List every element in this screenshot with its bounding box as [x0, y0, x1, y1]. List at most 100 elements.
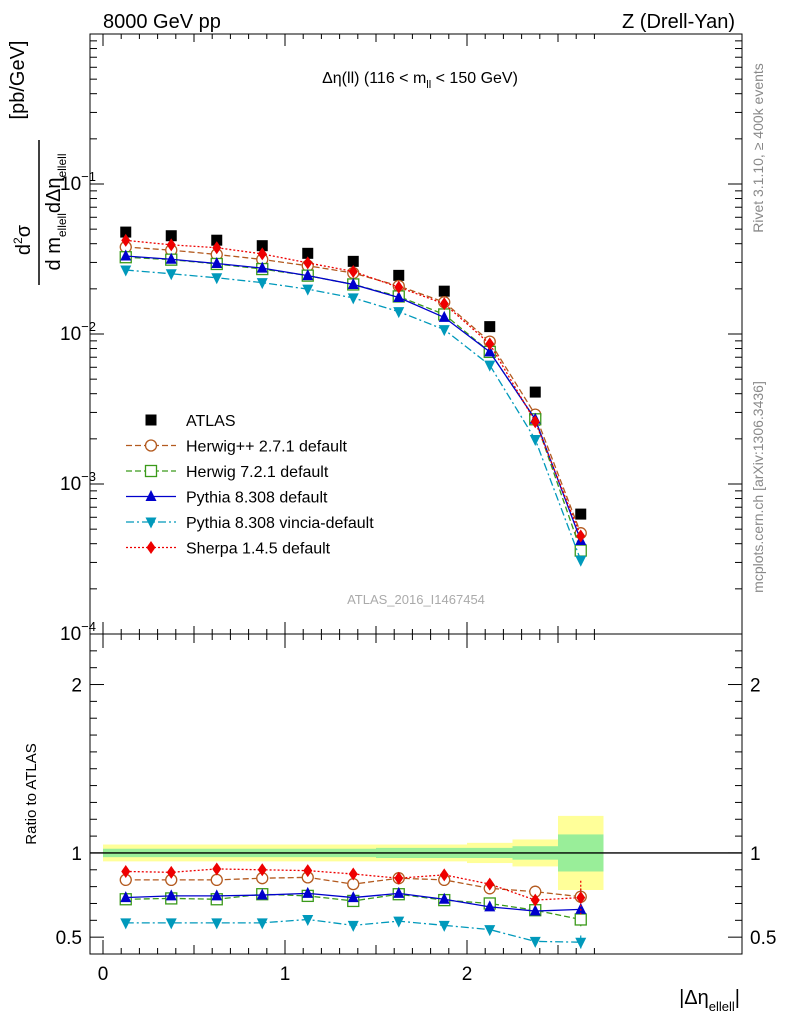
legend-marker-atlas [145, 414, 157, 426]
data-point-sherpa [303, 256, 313, 270]
data-point-atlas [256, 240, 268, 252]
ratio-point-sherpa [121, 864, 131, 878]
data-point-vincia [484, 360, 496, 372]
data-point-vincia [256, 278, 268, 290]
data-point-vincia [211, 273, 223, 285]
main-title: Δη(ll) (116 < mll < 150 GeV) [322, 70, 518, 91]
legend: ATLAS Herwig++ 2.7.1 default Herwig 7.2.1 … [126, 413, 374, 558]
ratio-point-pythia [211, 889, 223, 901]
data-point-sherpa [212, 241, 222, 255]
ratio-point-sherpa [348, 867, 358, 881]
ratio-ylabel: Ratio to ATLAS [23, 743, 40, 844]
ratio-point-pythia [347, 891, 359, 903]
ratio-point-pythia [165, 889, 177, 901]
ratio-point-pythia [393, 886, 405, 898]
ratio-point-vincia [347, 920, 359, 932]
ratio-point-vincia [438, 920, 450, 932]
ratio-y-tick-label-right: 2 [750, 676, 761, 697]
ratio-point-vincia [256, 918, 268, 930]
data-point-vincia [165, 269, 177, 281]
legend-label-herwigpp: Herwig++ 2.7.1 default [186, 439, 348, 456]
data-point-vincia [347, 293, 359, 305]
main-ylabel: d2σ d mellelldΔηellell [pb/GeV] [7, 41, 69, 285]
data-point-vincia [529, 435, 541, 447]
legend-marker-pythia [145, 490, 157, 501]
y-tick-label: 10−2 [60, 319, 96, 345]
data-point-sherpa [257, 247, 267, 261]
data-point-pythia [393, 291, 405, 303]
ratio-point-pythia [529, 904, 541, 916]
data-point-atlas [347, 255, 359, 267]
ratio-point-pythia [120, 891, 132, 903]
data-point-atlas [302, 247, 314, 259]
y-tick-label: 10−3 [60, 469, 96, 495]
ratio-point-pythia [302, 886, 314, 898]
rivet-label: Rivet 3.1.10, ≥ 400k events [750, 63, 766, 233]
ratio-point-vincia [120, 918, 132, 930]
ratio-y-tick-label: 0.5 [56, 928, 82, 949]
data-point-atlas [575, 508, 587, 520]
ratio-point-pythia [575, 902, 587, 914]
data-point-vincia [120, 265, 132, 277]
data-point-sherpa [394, 280, 404, 294]
x-tick-label: 1 [280, 964, 291, 985]
data-point-pythia [438, 310, 450, 322]
data-point-sherpa [439, 297, 449, 311]
data-point-pythia [302, 269, 314, 281]
ratio-point-sherpa [394, 871, 404, 885]
data-point-atlas [529, 386, 541, 398]
data-point-sherpa [576, 529, 586, 543]
ratio-point-vincia [211, 918, 223, 930]
data-point-atlas [211, 234, 223, 246]
data-point-pythia [484, 345, 496, 357]
ratio-point-sherpa [530, 893, 540, 907]
legend-label-vincia: Pythia 8.308 vincia-default [186, 515, 374, 532]
legend-marker-vincia [145, 517, 157, 529]
legend-marker-herwig7 [144, 464, 158, 478]
legend-label-atlas: ATLAS [186, 413, 236, 430]
data-point-pythia [256, 261, 268, 273]
ratio-point-vincia [302, 914, 314, 926]
data-point-atlas [120, 226, 132, 238]
ratio-point-vincia [165, 918, 177, 930]
x-tick-label: 2 [462, 964, 473, 985]
legend-label-herwig7: Herwig 7.2.1 default [186, 464, 329, 481]
legend-label-pythia: Pythia 8.308 default [186, 490, 328, 507]
ratio-point-sherpa [303, 864, 313, 878]
ratio-y-tick-label-right: 1 [750, 844, 761, 865]
main-panel: 10−1 10−2 10−3 10−4 ATLAS_2016_I1467454 Δη(… [7, 33, 743, 645]
svg-text:d mellelldΔηellell: d mellelldΔηellell [43, 154, 69, 271]
data-point-sherpa [121, 233, 131, 247]
header-left: 8000 GeV pp [103, 11, 221, 33]
y-tick-label: 10−1 [60, 169, 96, 195]
data-point-atlas [484, 321, 496, 333]
ratio-point-pythia [256, 888, 268, 900]
ratio-point-pythia [484, 900, 496, 912]
data-point-pythia [347, 277, 359, 289]
ratio-point-sherpa [257, 863, 267, 877]
ratio-point-vincia [575, 937, 587, 949]
ratio-point-sherpa [212, 862, 222, 876]
data-point-sherpa [166, 238, 176, 252]
ratio-point-sherpa [576, 891, 586, 905]
svg-text:d2σ: d2σ [11, 224, 35, 255]
ratio-point-herwigpp [210, 873, 223, 887]
ratio-panel: 0.5 0.5 1 1 2 2 0 1 2 Ratio to ATLAS |Δηellell| [23, 633, 776, 1014]
mcplots-label: mcplots.cern.ch [arXiv:1306.3436] [750, 381, 766, 593]
ratio-point-pythia [438, 892, 450, 904]
data-point-pythia [165, 252, 177, 264]
data-point-atlas [438, 285, 450, 297]
data-point-sherpa [348, 265, 358, 279]
ratio-y-tick-label: 2 [71, 676, 82, 697]
data-point-vincia [438, 325, 450, 337]
data-point-pythia [211, 257, 223, 269]
data-point-atlas [393, 269, 405, 281]
ratio-line-sherpa [125, 868, 581, 901]
watermark: ATLAS_2016_I1467454 [347, 592, 485, 607]
data-point-vincia [575, 555, 587, 567]
ratio-point-vincia [393, 916, 405, 928]
data-point-vincia [302, 284, 314, 296]
data-point-pythia [120, 249, 132, 261]
ratio-y-tick-label: 1 [71, 844, 82, 865]
ratio-point-vincia [529, 936, 541, 948]
